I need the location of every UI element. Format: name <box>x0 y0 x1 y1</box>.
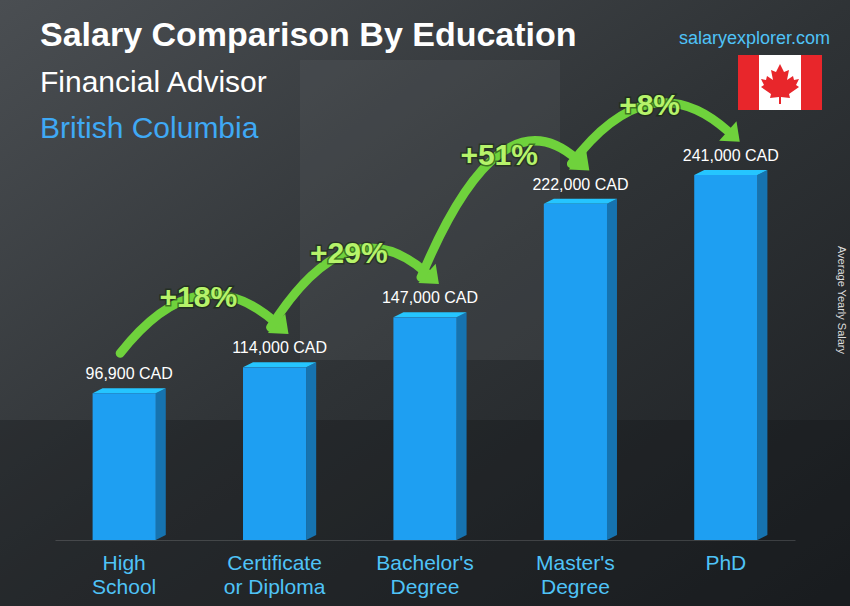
tick-label: Certificateor Diploma <box>224 551 326 598</box>
bar-side <box>306 362 316 540</box>
annotation: +8% <box>619 88 680 121</box>
data-label: 96,900 CAD <box>86 365 173 382</box>
background <box>0 0 850 606</box>
data-label: 147,000 CAD <box>382 289 478 306</box>
bar-top <box>694 170 767 175</box>
bar <box>93 393 156 540</box>
bar <box>544 204 607 540</box>
bar-side <box>156 388 166 540</box>
tick-label: PhD <box>705 551 746 574</box>
axis-line <box>56 540 796 541</box>
bar-top <box>243 362 316 367</box>
arrow-head <box>719 121 740 141</box>
x-axis: HighSchool Certificateor Diploma Bachelor'… <box>56 540 796 598</box>
bar-side <box>757 170 767 540</box>
watermark: salaryexplorer.com <box>679 28 830 48</box>
bar-side <box>607 199 617 540</box>
flag-field <box>738 55 822 110</box>
subtitle: Financial Advisor <box>40 65 267 98</box>
tick-label: Bachelor'sDegree <box>376 551 473 598</box>
bars <box>93 170 768 540</box>
flag-band <box>801 55 822 110</box>
annotation: +29% <box>310 236 388 269</box>
tick: PhD <box>705 540 746 574</box>
annotation: +51% <box>460 138 538 171</box>
title: Salary Comparison By Education <box>40 15 577 53</box>
bar <box>694 175 757 540</box>
subtitle: British Columbia <box>40 111 259 144</box>
bar-top <box>93 388 166 393</box>
tick: Master'sDegree <box>536 540 615 598</box>
tick-label: HighSchool <box>92 551 156 598</box>
background-window <box>300 60 560 360</box>
flag-leaf <box>761 64 799 104</box>
tick: Bachelor'sDegree <box>376 540 473 598</box>
bar <box>393 317 456 540</box>
bar-top <box>393 312 466 317</box>
flag <box>738 55 822 110</box>
y-axis-title: Average Yearly Salary <box>836 246 848 355</box>
bar <box>243 367 306 540</box>
chart: Salary Comparison By Education Financial … <box>0 0 850 606</box>
bar-top <box>544 199 617 204</box>
tick: HighSchool <box>92 540 156 598</box>
tick-label: Master'sDegree <box>536 551 615 598</box>
flag-band <box>738 55 759 110</box>
data-label: 222,000 CAD <box>532 176 628 193</box>
data-label: 114,000 CAD <box>232 339 327 356</box>
annotation: +18% <box>160 280 238 313</box>
data-label: 241,000 CAD <box>683 147 779 164</box>
bar-side <box>457 312 467 540</box>
tick: Certificateor Diploma <box>224 540 326 598</box>
